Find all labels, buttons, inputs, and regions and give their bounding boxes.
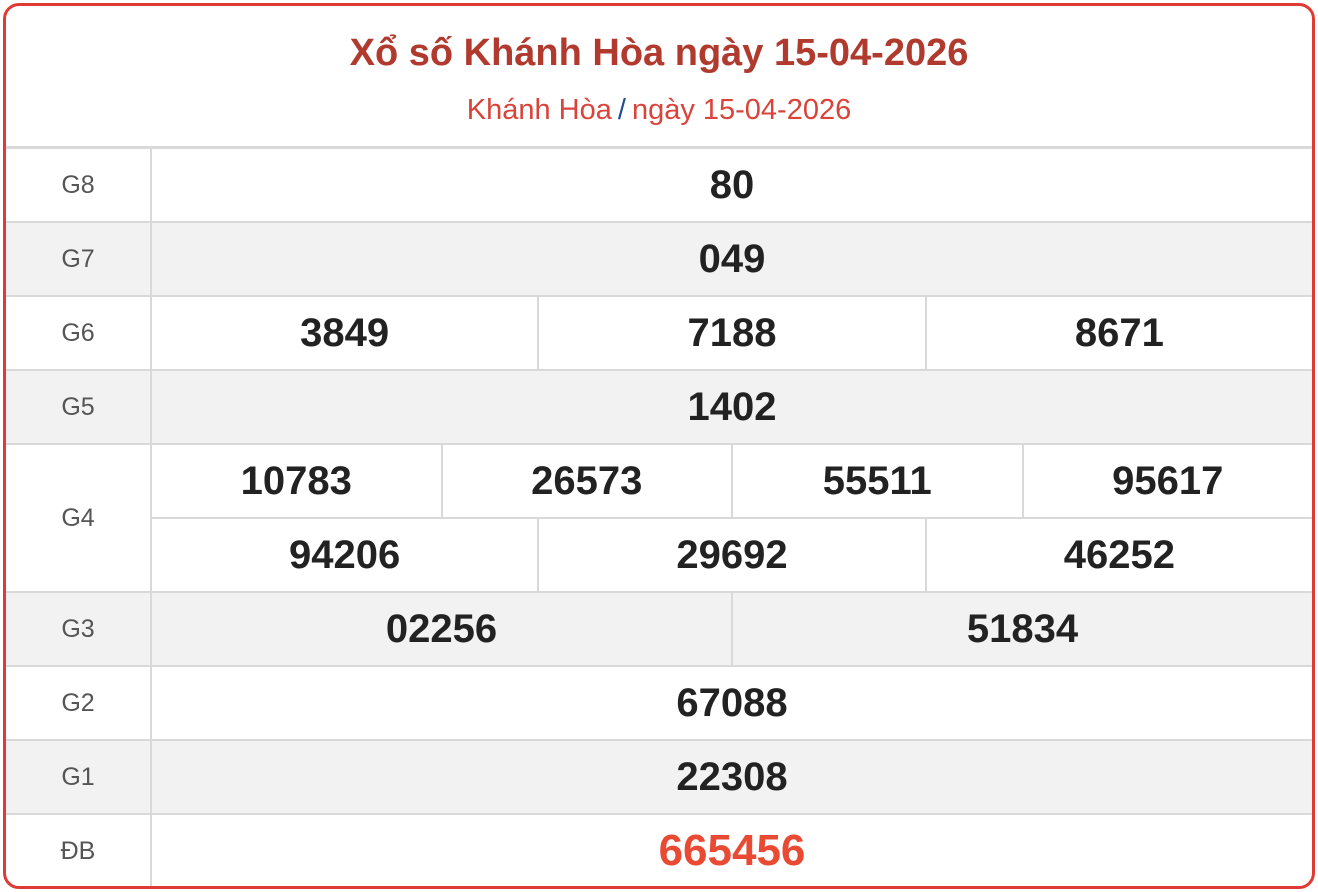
breadcrumb-date[interactable]: ngày 15-04-2026	[631, 94, 852, 126]
prize-number: 67088	[676, 680, 788, 725]
prize-label: G2	[6, 667, 152, 739]
number-row: 80	[152, 149, 1312, 221]
prize-numbers: 02256 51834	[152, 593, 1312, 665]
prize-row-g8: G8 80	[6, 149, 1312, 223]
prize-number: 1402	[687, 384, 777, 429]
number-row: 049	[152, 223, 1312, 295]
number-row: 665456	[152, 815, 1312, 886]
prize-label: G4	[6, 445, 152, 591]
prize-row-g3: G3 02256 51834	[6, 593, 1312, 667]
number-row: 3849 7188 8671	[152, 297, 1312, 369]
prize-label: G7	[6, 223, 152, 295]
prize-number: 26573	[440, 445, 732, 517]
prize-number: 80	[709, 162, 755, 207]
number-row: 94206 29692 46252	[152, 517, 1312, 591]
prize-number: 95617	[1021, 445, 1313, 517]
prize-row-g7: G7 049	[6, 223, 1312, 297]
prize-number: 049	[698, 236, 766, 281]
prize-numbers: 80	[152, 149, 1312, 221]
prize-row-g5: G5 1402	[6, 371, 1312, 445]
breadcrumb: Khánh Hòa / ngày 15-04-2026	[6, 94, 1312, 127]
prize-row-g2: G2 67088	[6, 667, 1312, 741]
prize-number: 51834	[731, 593, 1312, 665]
prize-number: 94206	[289, 532, 401, 577]
prize-row-g1: G1 22308	[6, 741, 1312, 815]
prize-number: 3849	[300, 310, 390, 355]
prize-label: G5	[6, 371, 152, 443]
prize-number: 8671	[924, 297, 1312, 369]
prize-numbers: 1402	[152, 371, 1312, 443]
prize-numbers: 10783 26573 55511 95617 94206 29692 46252	[152, 445, 1312, 591]
prize-label: G1	[6, 741, 152, 813]
number-row: 22308	[152, 741, 1312, 813]
results-card: Xổ số Khánh Hòa ngày 15-04-2026 Khánh Hò…	[3, 3, 1315, 889]
page-title: Xổ số Khánh Hòa ngày 15-04-2026	[349, 32, 969, 74]
prize-label: G8	[6, 149, 152, 221]
number-row: 10783 26573 55511 95617	[152, 445, 1312, 517]
prize-row-g4: G4 10783 26573 55511 95617 94206 29692 46252	[6, 445, 1312, 593]
prize-number: 10783	[240, 458, 352, 503]
prize-numbers: 67088	[152, 667, 1312, 739]
prize-number: 55511	[731, 445, 1022, 517]
breadcrumb-province-link[interactable]: Khánh Hòa	[466, 94, 612, 126]
prize-numbers: 3849 7188 8671	[152, 297, 1312, 369]
prize-numbers: 665456	[152, 815, 1312, 886]
prize-number: 22308	[676, 754, 788, 799]
number-row: 02256 51834	[152, 593, 1312, 665]
prize-row-db: ĐB 665456	[6, 815, 1312, 886]
prize-number: 7188	[537, 297, 924, 369]
prize-label: G3	[6, 593, 152, 665]
prize-label: G6	[6, 297, 152, 369]
prize-number: 02256	[385, 606, 498, 651]
results-table: G8 80 G7 049 G6 3849 7188 8671 G5 1402 G4 10783 2657…	[6, 146, 1312, 886]
prize-number: 29692	[537, 519, 924, 591]
prize-label: ĐB	[6, 815, 152, 886]
prize-numbers: 049	[152, 223, 1312, 295]
prize-numbers: 22308	[152, 741, 1312, 813]
special-prize-number: 665456	[658, 826, 806, 875]
number-row: 1402	[152, 371, 1312, 443]
number-row: 67088	[152, 667, 1312, 739]
prize-number: 46252	[924, 519, 1312, 591]
prize-row-g6: G6 3849 7188 8671	[6, 297, 1312, 371]
breadcrumb-separator: /	[617, 94, 626, 126]
